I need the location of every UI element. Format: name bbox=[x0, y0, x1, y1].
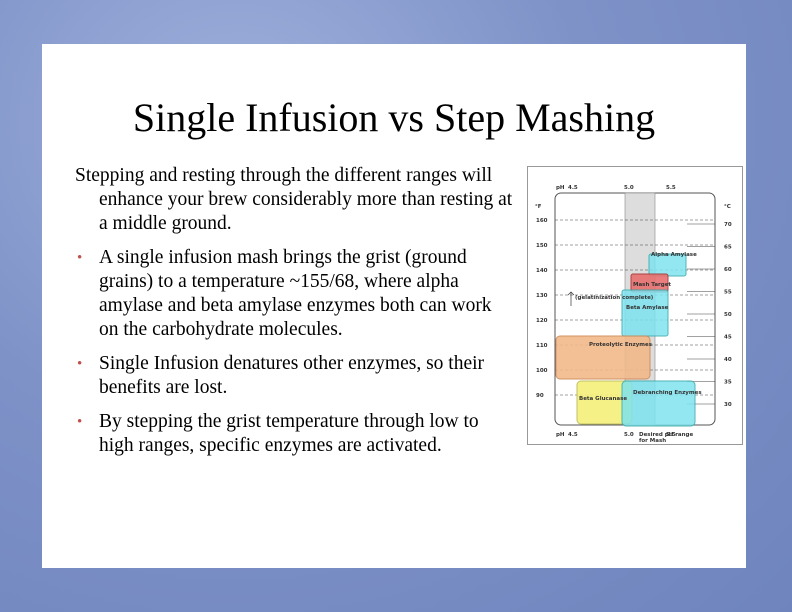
c-tick-label: 65 bbox=[724, 245, 732, 251]
ph-tick-label: 4.5 bbox=[568, 432, 578, 438]
c-tick-label: 35 bbox=[724, 380, 732, 386]
ph-tick-label: 5.5 bbox=[666, 432, 676, 438]
axis-label: pH bbox=[556, 432, 565, 438]
bullet: By stepping the grist temperature throug… bbox=[75, 410, 515, 458]
c-tick-label: 50 bbox=[724, 312, 732, 318]
f-tick-label: 90 bbox=[536, 393, 544, 399]
ph-tick-label: 5.5 bbox=[666, 185, 676, 191]
note: Desired pH range for Mash bbox=[639, 432, 693, 444]
bullet: Single Infusion denatures other enzymes,… bbox=[75, 352, 515, 400]
arrow-head bbox=[567, 291, 575, 296]
bullet-list: A single infusion mash brings the grist … bbox=[75, 246, 515, 458]
f-tick-label: 120 bbox=[536, 318, 548, 324]
region-label: Mash Target bbox=[633, 282, 671, 288]
ph-tick-label: 5.0 bbox=[624, 185, 634, 191]
f-tick-label: 100 bbox=[536, 368, 548, 374]
f-tick-label: 160 bbox=[536, 218, 548, 224]
region-label: Debranching Enzymes bbox=[633, 390, 702, 396]
region bbox=[621, 380, 696, 427]
slide-body: Stepping and resting through the differe… bbox=[75, 164, 515, 468]
region bbox=[555, 335, 651, 380]
f-tick-label: 130 bbox=[536, 293, 548, 299]
c-tick-label: 45 bbox=[724, 335, 732, 341]
enzyme-figure: Alpha Amylase Mash Target Beta Amylase P… bbox=[527, 166, 743, 445]
axis-unit: °F bbox=[535, 204, 542, 210]
c-tick-label: 70 bbox=[724, 222, 732, 228]
c-tick-label: 30 bbox=[724, 402, 732, 408]
region-label: Beta Glucanase bbox=[579, 396, 627, 402]
axis-unit: °C bbox=[724, 204, 731, 210]
note: (gelatinization complete) bbox=[575, 295, 654, 301]
c-tick-label: 40 bbox=[724, 357, 732, 363]
slide-title: Single Infusion vs Step Mashing bbox=[132, 95, 656, 140]
c-tick-label: 55 bbox=[724, 290, 732, 296]
f-tick-label: 140 bbox=[536, 268, 548, 274]
region-label: Alpha Amylase bbox=[651, 252, 697, 258]
intro-text: Stepping and resting through the differe… bbox=[75, 165, 513, 234]
axis-label: pH bbox=[556, 185, 565, 191]
region-label: Beta Amylase bbox=[626, 305, 669, 311]
c-tick-label: 60 bbox=[724, 267, 732, 273]
slide-panel: Single Infusion vs Step Mashing Stepping… bbox=[42, 44, 746, 568]
f-tick-label: 150 bbox=[536, 243, 548, 249]
ph-tick-label: 5.0 bbox=[624, 432, 634, 438]
ph-tick-label: 4.5 bbox=[568, 185, 578, 191]
f-tick-label: 110 bbox=[536, 343, 548, 349]
region-label: Proteolytic Enzymes bbox=[589, 342, 653, 348]
bullet: A single infusion mash brings the grist … bbox=[75, 246, 515, 342]
